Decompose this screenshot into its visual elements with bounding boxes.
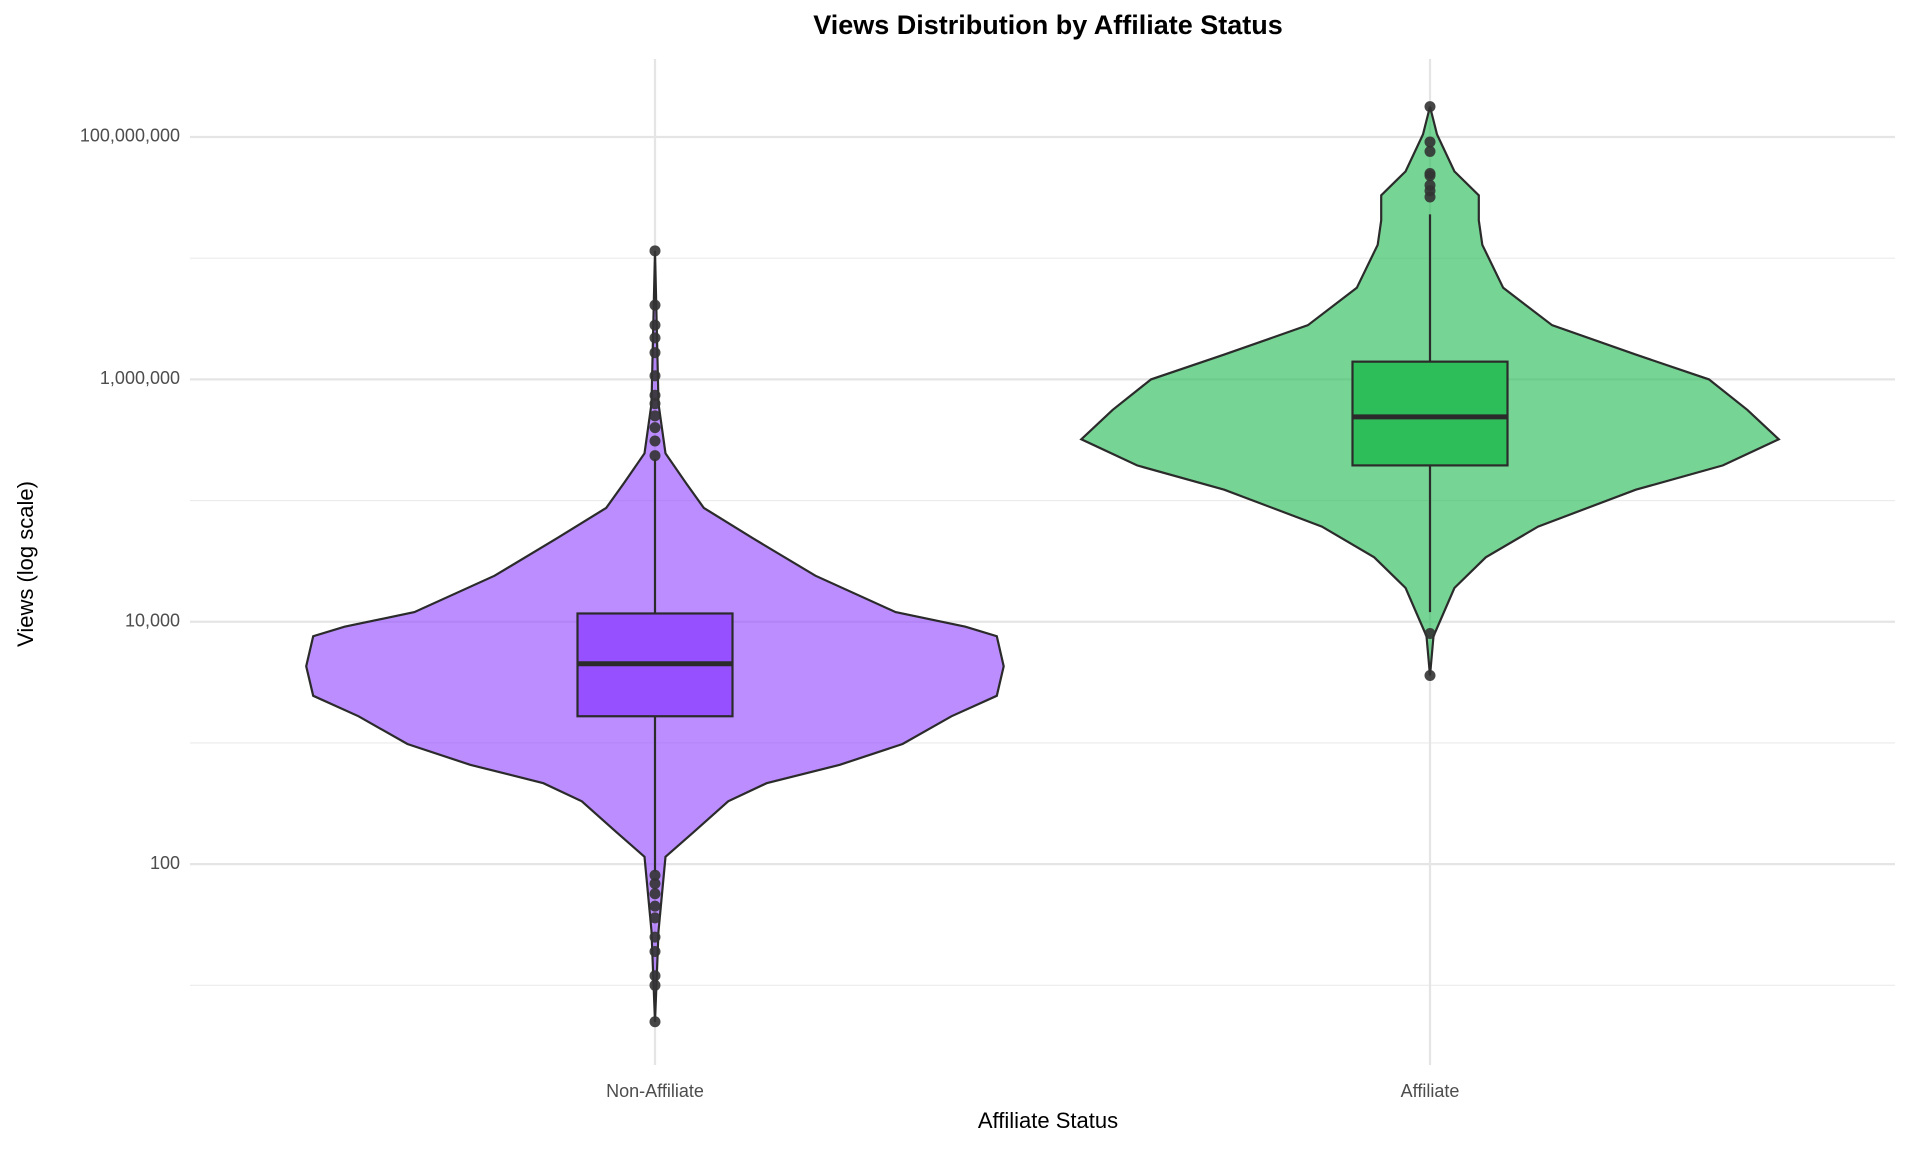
x-tick-label: Affiliate [1401, 1081, 1460, 1101]
outlier [1424, 101, 1436, 113]
outlier [649, 389, 661, 401]
box [1351, 360, 1509, 467]
y-tick-label: 100 [150, 853, 180, 873]
outlier [649, 332, 661, 344]
outlier [1424, 145, 1436, 157]
outlier [649, 435, 661, 447]
outlier [1424, 191, 1436, 203]
x-tick-label: Non-Affiliate [606, 1081, 704, 1101]
x-axis-title: Affiliate Status [978, 1108, 1118, 1133]
outlier [649, 422, 661, 434]
y-axis-title: Views (log scale) [13, 481, 38, 647]
outlier [649, 410, 661, 422]
outlier [649, 970, 661, 982]
outlier [649, 900, 661, 912]
outlier [649, 245, 661, 257]
y-tick-label: 100,000,000 [80, 126, 180, 146]
outlier [649, 299, 661, 311]
outlier [649, 319, 661, 331]
y-tick-label: 1,000,000 [100, 368, 180, 388]
outlier [1424, 170, 1436, 182]
outlier [1424, 627, 1436, 639]
outlier [649, 347, 661, 359]
outlier [649, 912, 661, 924]
outlier [649, 878, 661, 890]
chart-title: Views Distribution by Affiliate Status [813, 10, 1283, 40]
outlier [649, 398, 661, 410]
outlier [649, 450, 661, 462]
outlier [649, 931, 661, 943]
outlier [1424, 670, 1436, 682]
outlier [649, 888, 661, 900]
outlier [1424, 136, 1436, 148]
outlier [649, 370, 661, 382]
outlier [649, 979, 661, 991]
outlier [649, 1016, 661, 1028]
y-tick-label: 10,000 [125, 610, 180, 630]
outlier [649, 869, 661, 881]
outlier [649, 946, 661, 958]
